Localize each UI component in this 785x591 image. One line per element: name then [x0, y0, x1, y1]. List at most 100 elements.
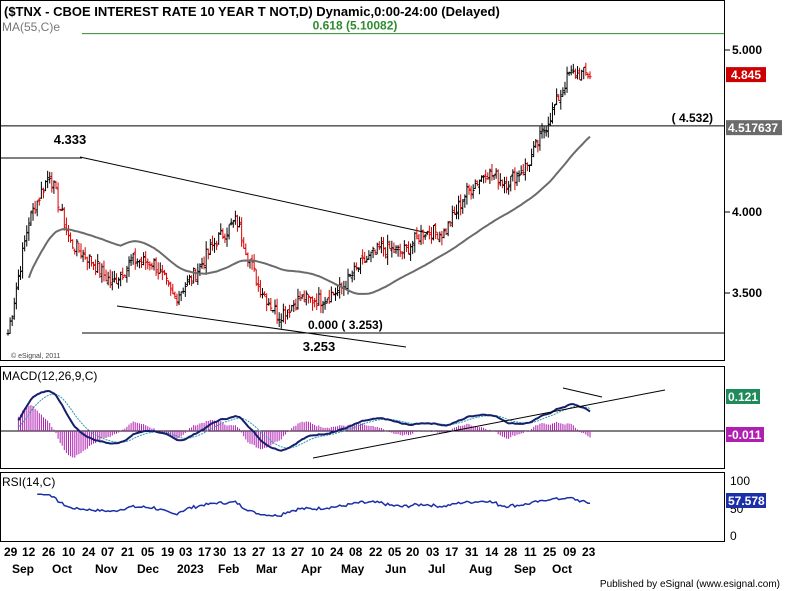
ohlc-bar — [106, 271, 110, 286]
ohlc-bar — [183, 282, 187, 297]
ohlc-bar — [121, 267, 125, 280]
date-tick: 10 — [311, 545, 325, 559]
date-tick: 03 — [426, 545, 440, 559]
ohlc-bar — [532, 141, 536, 158]
ohlc-bar — [538, 126, 542, 151]
month-label: Jun — [385, 562, 406, 576]
ohlc-bar — [48, 171, 52, 184]
ohlc-bar — [144, 251, 148, 270]
ohlc-bar — [511, 169, 515, 182]
ohlc-bar — [227, 224, 231, 240]
ohlc-bar — [286, 309, 290, 320]
ohlc-bar — [555, 88, 559, 106]
ohlc-bar — [221, 228, 225, 240]
ohlc-bar — [64, 217, 68, 236]
date-tick: 08 — [349, 545, 363, 559]
ohlc-bar — [429, 226, 433, 244]
date-tick: 12 — [22, 545, 36, 559]
rsi-panel — [0, 472, 725, 542]
ohlc-bar — [350, 270, 354, 283]
date-tick: 21 — [121, 545, 135, 559]
date-tick: 11 — [524, 545, 537, 559]
ohlc-bar — [377, 241, 381, 251]
ohlc-bar — [173, 291, 177, 299]
ohlc-bar — [225, 227, 229, 247]
date-tick: 10 — [62, 545, 76, 559]
ohlc-bar — [162, 269, 166, 276]
price-panel — [0, 0, 725, 361]
date-tick: 24 — [82, 545, 96, 559]
ohlc-bar — [292, 300, 296, 313]
ohlc-bar — [390, 240, 394, 258]
date-tick: 27 — [252, 545, 266, 559]
ohlc-bar — [482, 174, 486, 184]
ohlc-bar — [298, 291, 302, 301]
ohlc-bar — [571, 63, 575, 74]
ohlc-bar — [388, 240, 392, 250]
ohlc-bar — [457, 195, 461, 220]
ohlc-bar — [534, 138, 538, 148]
ohlc-bar — [133, 248, 137, 270]
ohlc-bar — [402, 240, 406, 259]
date-tick: 26 — [42, 545, 56, 559]
resistance-label: ( 4.532) — [672, 111, 713, 125]
ohlc-bar — [423, 233, 427, 240]
ohlc-bar — [398, 243, 402, 257]
ohlc-bar — [208, 238, 212, 256]
ohlc-bar — [140, 256, 144, 268]
ohlc-bar — [254, 269, 258, 286]
histogram-value: -0.011 — [728, 428, 762, 442]
ohlc-bar — [375, 242, 379, 255]
ohlc-bar — [352, 262, 356, 281]
ohlc-bar — [202, 256, 206, 270]
month-label: Mar — [256, 562, 278, 576]
rsi-value: 57.578 — [728, 494, 765, 508]
ma-value: 4.517637 — [728, 121, 778, 135]
month-label: May — [341, 562, 365, 576]
date-tick: 09 — [563, 545, 577, 559]
ohlc-bar — [16, 269, 20, 291]
macd-value-tag — [726, 389, 760, 404]
macd-line — [17, 389, 591, 452]
ohlc-bar — [125, 265, 129, 283]
ohlc-bars — [6, 62, 592, 336]
ohlc-bar — [557, 94, 561, 102]
ohlc-bar — [273, 299, 277, 315]
rsi-tick-100: 100 — [730, 474, 750, 488]
ohlc-bar — [521, 163, 525, 176]
ohlc-bar — [586, 72, 590, 79]
month-label: Oct — [552, 562, 572, 576]
ohlc-bar — [167, 280, 171, 287]
macd-panel — [0, 366, 725, 469]
ohlc-bar — [354, 262, 358, 271]
ohlc-bar — [267, 298, 271, 306]
ohlc-bar — [419, 224, 423, 246]
ohlc-bar — [369, 251, 373, 263]
ohlc-bar — [492, 174, 496, 180]
ohlc-bar — [407, 241, 411, 255]
ohlc-bar — [288, 304, 292, 318]
ohlc-bar — [60, 203, 64, 212]
ohlc-bar — [471, 184, 475, 199]
ohlc-bar — [300, 294, 304, 300]
ohlc-bar — [200, 257, 204, 269]
ohlc-bar — [119, 271, 123, 287]
price-tick-label: 4.000 — [732, 205, 762, 219]
ohlc-bar — [127, 256, 131, 277]
ohlc-bar — [427, 225, 431, 240]
ohlc-bar — [50, 172, 54, 193]
ohlc-bar — [25, 225, 29, 247]
ohlc-bar — [536, 139, 540, 153]
date-tick: 19 — [161, 545, 175, 559]
ohlc-bar — [490, 163, 494, 181]
ohlc-bar — [323, 296, 327, 310]
last-price-tag — [726, 67, 766, 83]
ohlc-bar — [79, 243, 83, 259]
macd-support-trendline — [312, 389, 666, 459]
ohlc-bar — [263, 291, 267, 297]
ohlc-bar — [206, 248, 210, 260]
ohlc-bar — [112, 270, 116, 283]
ohlc-bar — [477, 179, 481, 195]
price-tick-label: 5.000 — [732, 43, 762, 57]
